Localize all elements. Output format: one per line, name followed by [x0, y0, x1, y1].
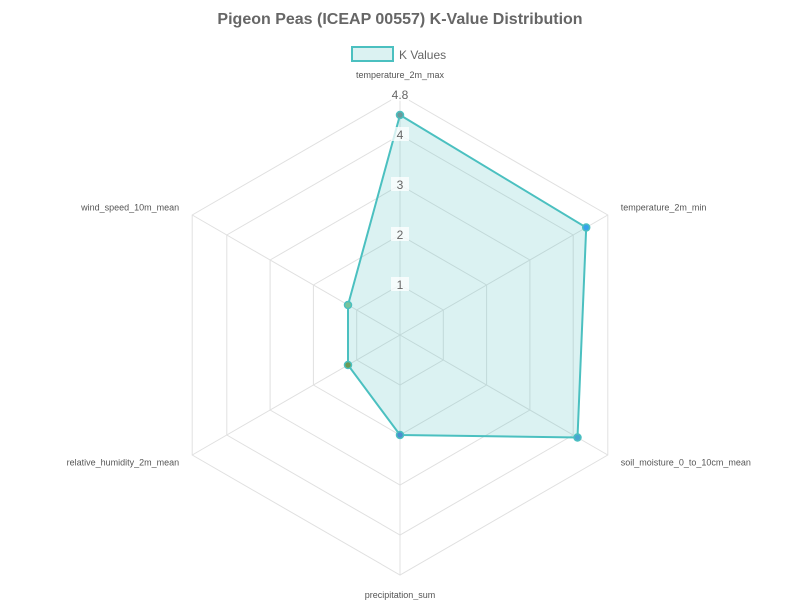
- data-series: [343, 110, 591, 442]
- tick-backdrop: [391, 227, 409, 241]
- data-point-relative_humidity_2m_mean[interactable]: [343, 360, 353, 370]
- tick-backdrop: [391, 177, 409, 191]
- data-point-temperature_2m_min[interactable]: [581, 223, 591, 232]
- axis-line-soil_moisture_0_to_10cm_mean: [399, 334, 609, 456]
- axis-labels: temperature_2m_max temperature_2m_minsoil…: [67, 70, 751, 600]
- tick-label: 3: [397, 178, 404, 192]
- data-point-soil_moisture_0_to_10cm_mean[interactable]: [573, 433, 582, 442]
- tick-labels: 1 2 3 4 4.8: [391, 87, 409, 292]
- axis-label-wind_speed_10m_mean: wind_speed_10m_mean: [80, 203, 179, 213]
- axis-label-relative_humidity_2m_mean: relative_humidity_2m_mean: [67, 458, 180, 468]
- radar-grid: [191, 94, 609, 576]
- data-point-precipitation_sum[interactable]: [395, 430, 405, 440]
- tick-label: 4: [397, 128, 404, 142]
- legend[interactable]: K Values: [351, 46, 446, 62]
- axis-label-temperature_2m_min: temperature_2m_min: [621, 203, 707, 213]
- axis-label-soil_moisture_0_to_10cm_mean: soil_moisture_0_to_10cm_mean: [621, 458, 751, 468]
- series-area: [347, 113, 588, 439]
- tick-backdrop: [391, 87, 409, 101]
- legend-swatch[interactable]: [351, 46, 394, 62]
- data-point-temperature_2m_max[interactable]: [395, 110, 405, 120]
- axis-line-relative_humidity_2m_mean: [191, 334, 401, 456]
- axis-line-wind_speed_10m_mean: [191, 214, 401, 336]
- tick-label: 1: [397, 278, 404, 292]
- chart-title: Pigeon Peas (ICEAP 00557) K-Value Distri…: [217, 11, 582, 28]
- tick-label: 2: [397, 228, 404, 242]
- tick-backdrop: [391, 277, 409, 291]
- tick-label: 4.8: [392, 88, 409, 102]
- data-point-wind_speed_10m_mean[interactable]: [343, 300, 353, 310]
- axis-line-temperature_2m_min: [399, 214, 609, 336]
- axis-label-precipitation_sum: precipitation_sum: [365, 590, 436, 600]
- axis-label-temperature_2m_max: temperature_2m_max: [356, 70, 445, 80]
- tick-backdrop: [391, 127, 409, 141]
- legend-label[interactable]: K Values: [399, 48, 446, 62]
